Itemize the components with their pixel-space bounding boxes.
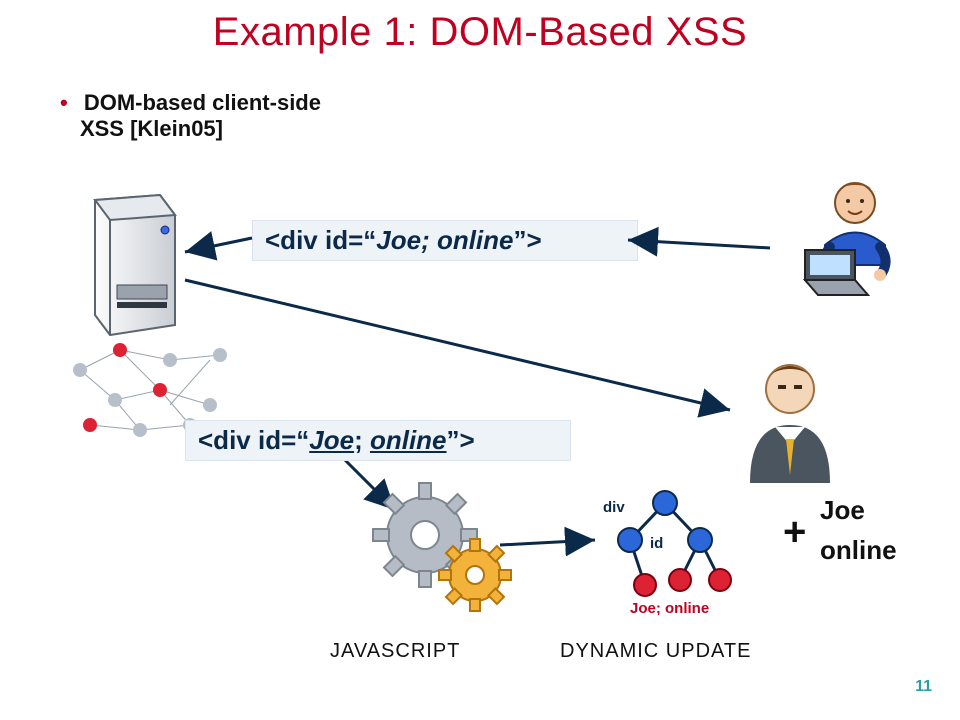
page-number: 11	[915, 678, 932, 696]
codebox2-prefix: <div id=“	[198, 425, 309, 455]
plus-icon: +	[783, 510, 806, 555]
label-dynamic-update: DYNAMIC UPDATE	[560, 640, 751, 663]
code-box-2: <div id=“Joe; online”>	[185, 420, 571, 461]
codebox2-val2: online	[370, 425, 447, 455]
label-javascript: JAVASCRIPT	[330, 640, 460, 663]
tree-label-div: div	[603, 499, 625, 516]
result-text-1: Joe	[820, 495, 865, 526]
codebox2-suffix: ”>	[447, 425, 475, 455]
codebox2-val1: Joe	[309, 425, 354, 455]
slide: Example 1: DOM-Based XSS • DOM-based cli…	[0, 0, 960, 720]
result-text-2: online	[820, 535, 897, 566]
tree-label-leaf: Joe; online	[630, 600, 709, 617]
tree-label-id: id	[650, 535, 663, 552]
codebox2-sep: ;	[354, 425, 370, 455]
gears-icon	[370, 480, 520, 620]
avatar-icon	[730, 355, 850, 485]
